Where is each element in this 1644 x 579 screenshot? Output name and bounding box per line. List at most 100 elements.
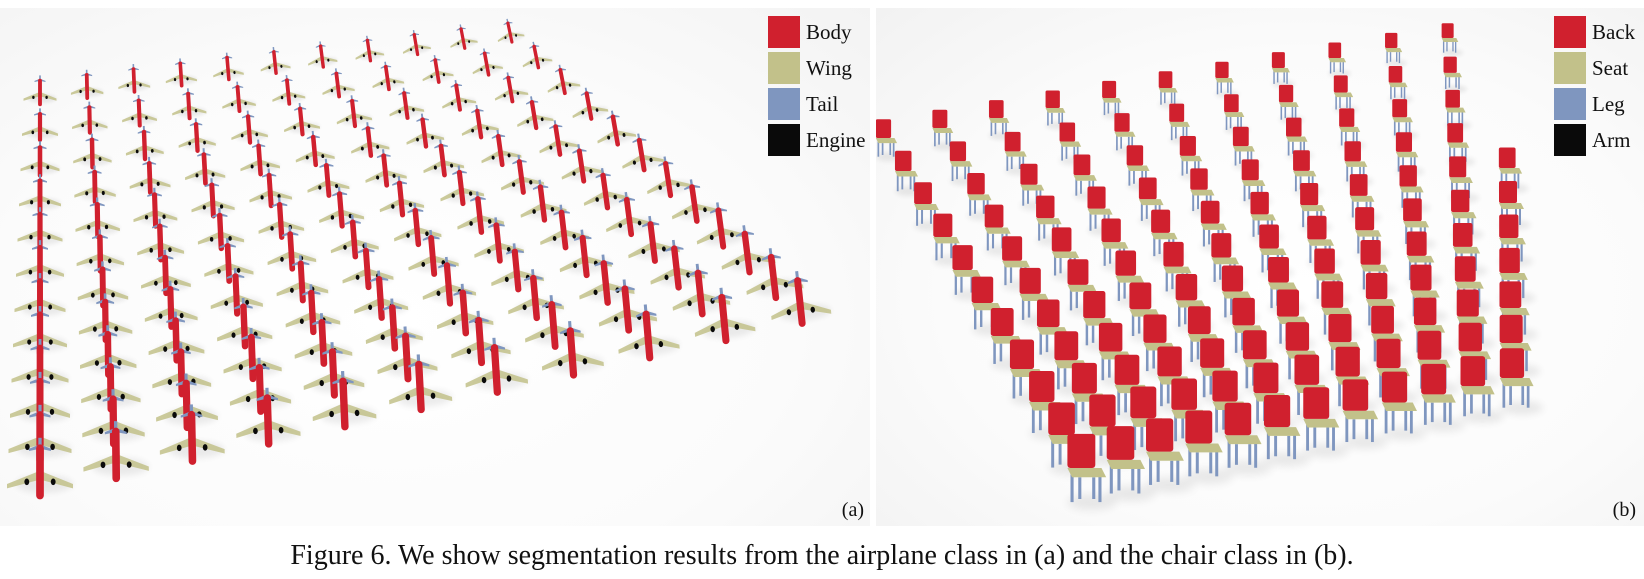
chair-pointcloud xyxy=(1388,65,1413,104)
airplane-pointcloud xyxy=(606,191,655,238)
airplane-pointcloud xyxy=(258,197,305,240)
airplane-pointcloud xyxy=(236,387,301,448)
legend-item-wing: Wing xyxy=(768,50,865,86)
chair-pointcloud xyxy=(1381,371,1427,441)
legend-item-back: Back xyxy=(1554,14,1635,50)
airplane-pointcloud xyxy=(75,197,120,239)
chair-pointcloud xyxy=(1443,56,1468,93)
airplane-pointcloud xyxy=(547,64,581,96)
figure-caption: Figure 6. We show segmentation results f… xyxy=(290,540,1354,571)
chair-pointcloud xyxy=(1185,410,1234,484)
legend-item-tail: Tail xyxy=(768,86,865,122)
airplane-pointcloud xyxy=(746,248,804,302)
airplane-pointcloud xyxy=(465,337,529,396)
airplane-pointcloud xyxy=(618,304,680,362)
airplane-pointcloud xyxy=(129,156,171,195)
legend-label-wing: Wing xyxy=(806,55,852,80)
airplane-pointcloud xyxy=(172,88,207,121)
subfigure-label-a: (a) xyxy=(841,499,864,521)
chair-pointcloud xyxy=(1020,163,1051,211)
airplane-pointcloud xyxy=(517,96,554,131)
airplane-pointcloud xyxy=(694,287,756,345)
wing-swatch xyxy=(768,52,800,84)
legend-item-arm: Arm xyxy=(1554,122,1635,158)
airplane-panel: Body Wing Tail Engine (a) xyxy=(0,8,870,526)
airplane-pointcloud xyxy=(628,215,680,264)
chair-pointcloud xyxy=(984,204,1019,256)
legend-item-seat: Seat xyxy=(1554,50,1635,86)
chair-pointcloud xyxy=(1421,363,1466,432)
chair-pointcloud xyxy=(1271,52,1295,88)
chair-pointcloud xyxy=(1441,23,1463,57)
airplane-pointcloud xyxy=(372,61,405,92)
airplane-pointcloud xyxy=(70,69,104,100)
chair-panel: Back Seat Leg Arm (b) xyxy=(876,8,1644,526)
chair-pointcloud xyxy=(1263,394,1311,467)
chair-pointcloud xyxy=(1106,426,1156,502)
airplane-pointcloud xyxy=(423,139,465,178)
chair-pointcloud xyxy=(1126,145,1156,191)
airplane-pointcloud xyxy=(72,101,108,135)
airplane-pointcloud xyxy=(541,321,604,379)
airplane-pointcloud xyxy=(249,168,293,209)
airplane-pointcloud xyxy=(213,52,244,82)
airplane-pointcloud xyxy=(22,108,58,142)
airplane-pointcloud xyxy=(472,48,504,77)
legend-label-back: Back xyxy=(1592,19,1636,44)
airplane-pointcloud xyxy=(133,187,178,229)
airplane-pointcloud xyxy=(122,94,157,128)
airplane-pointcloud xyxy=(23,75,57,107)
airplane-pointcloud xyxy=(481,129,522,168)
chair-pointcloud xyxy=(1342,379,1389,450)
airplane-pointcloud xyxy=(231,110,268,145)
airplane-pointcloud xyxy=(191,178,235,219)
chair-pointcloud xyxy=(1333,75,1359,114)
airplane-pointcloud xyxy=(597,110,637,147)
chair-pointcloud xyxy=(1146,418,1195,493)
airplane-pointcloud xyxy=(204,238,254,284)
airplane-pointcloud xyxy=(539,120,579,157)
airplane-pointcloud xyxy=(240,139,281,177)
airplane-pointcloud xyxy=(389,354,453,414)
legend-label-tail: Tail xyxy=(806,91,839,116)
airplane-pointcloud xyxy=(422,54,454,84)
engine-swatch xyxy=(768,124,800,156)
airplane-pointcloud xyxy=(20,141,60,178)
airplane-pointcloud xyxy=(14,273,66,321)
leg-swatch xyxy=(1554,88,1586,120)
airplane-pointcloud xyxy=(771,271,832,327)
chair-pointcloud xyxy=(1059,122,1088,165)
airplane-pointcloud xyxy=(125,125,164,162)
airplane-pointcloud xyxy=(76,229,125,274)
chair-pointcloud xyxy=(1087,186,1120,236)
chair-pointcloud xyxy=(1215,61,1239,99)
legend-label-engine: Engine xyxy=(806,127,866,152)
legend-label-body: Body xyxy=(806,19,852,44)
legend-label-arm: Arm xyxy=(1592,127,1631,152)
airplane-pointcloud xyxy=(622,133,665,173)
body-swatch xyxy=(768,16,800,48)
airplane-pointcloud xyxy=(178,118,216,153)
airplane-pointcloud xyxy=(6,437,73,500)
airplane-pointcloud xyxy=(137,218,185,263)
chair-pointcloud xyxy=(932,109,959,151)
airplane-pointcloud xyxy=(442,79,477,112)
back-swatch xyxy=(1554,16,1586,48)
airplane-pointcloud xyxy=(222,81,256,113)
airplane-pointcloud xyxy=(83,421,149,483)
airplane-pointcloud xyxy=(389,87,425,120)
chair-pointcloud xyxy=(1328,42,1351,78)
airplane-pointcloud xyxy=(19,174,62,214)
airplane-pointcloud xyxy=(671,179,720,224)
airplane-pointcloud xyxy=(159,404,225,465)
chair-pointcloud xyxy=(1004,131,1033,176)
airplane-pointcloud xyxy=(406,113,445,149)
airplane-pointcloud xyxy=(308,41,338,69)
seat-swatch xyxy=(1554,52,1586,84)
airplane-pointcloud xyxy=(330,214,379,260)
tail-swatch xyxy=(768,88,800,120)
airplane-pointcloud xyxy=(522,41,553,70)
airplane-pointcloud xyxy=(295,130,335,168)
airplane-pointcloud xyxy=(355,35,385,63)
chair-pointcloud xyxy=(1385,32,1407,67)
